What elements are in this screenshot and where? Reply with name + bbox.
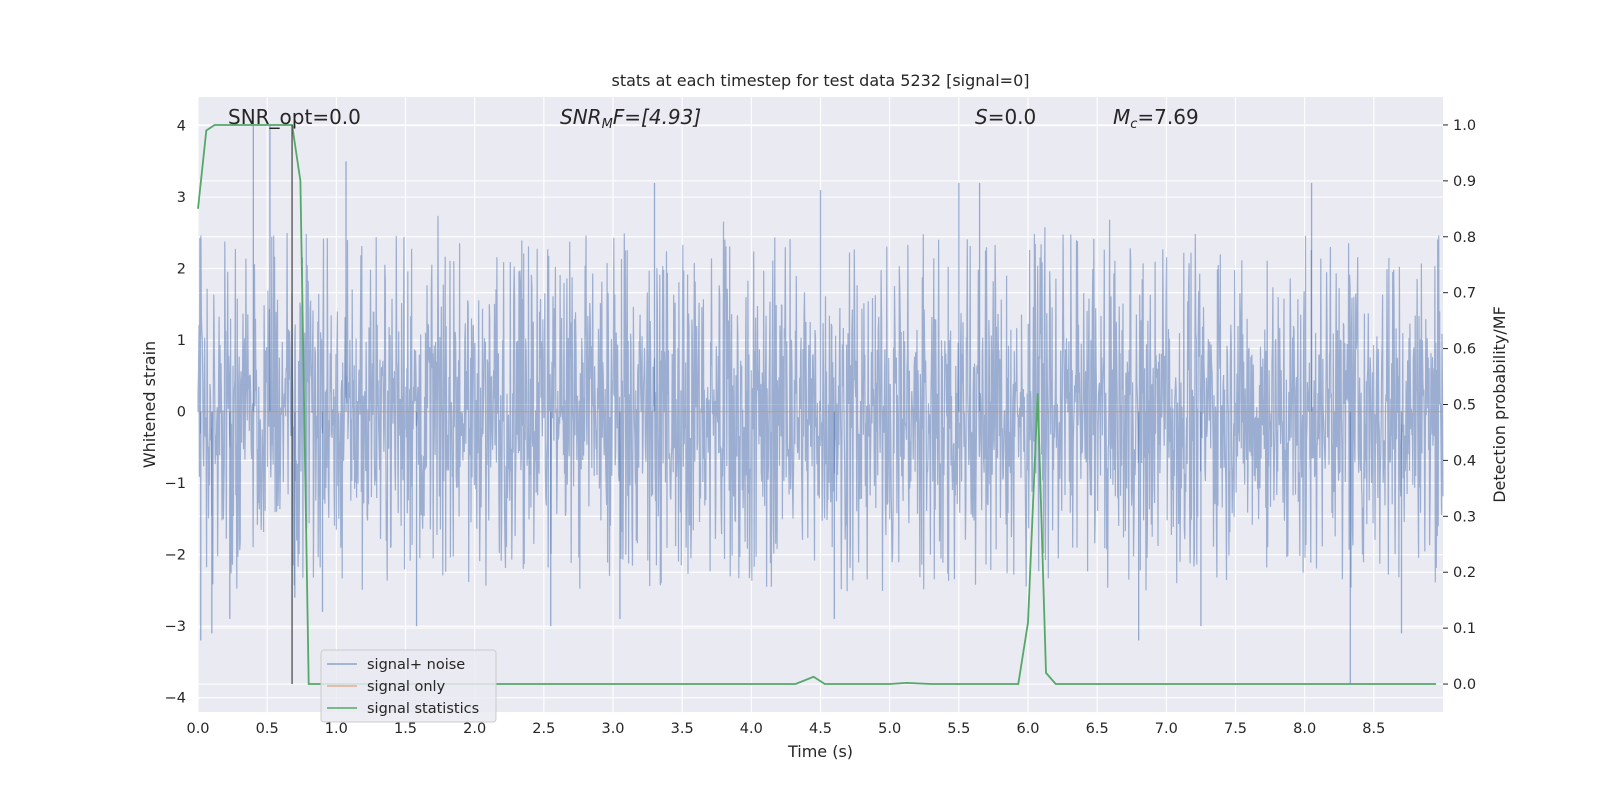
y2-tick-label-3: 0.7	[1453, 286, 1476, 302]
y-tick-label-0: 4	[177, 119, 186, 135]
annotation-s-suffix: =0.0	[988, 105, 1037, 129]
y2-axis-label: Detection probability/MF	[1490, 306, 1509, 503]
legend-label-signal-noise: signal+ noise	[367, 657, 465, 673]
annotation-mc-prefix: M	[1113, 105, 1130, 129]
x-tick-label-2: 1.0	[325, 721, 348, 737]
y2-tick-label-4: 0.6	[1453, 342, 1476, 358]
y2-tick-label-6: 0.4	[1453, 453, 1476, 469]
chart-title: stats at each timestep for test data 523…	[611, 71, 1029, 90]
y2-tick-label-0: 1.0	[1453, 118, 1476, 134]
x-tick-label-5: 2.5	[532, 721, 555, 737]
annotation-s-prefix: S	[975, 105, 988, 129]
y2-tick-label-5: 0.5	[1453, 398, 1476, 414]
x-tick-label-12: 6.0	[1016, 721, 1039, 737]
x-axis-label: Time (s)	[787, 742, 853, 761]
legend-label-signal-only: signal only	[367, 679, 446, 695]
annotation-mc-suffix: =7.69	[1137, 105, 1198, 129]
legend-box	[320, 649, 497, 723]
legend: signal+ noise signal only signal statist…	[320, 649, 497, 723]
y-tick-label-4: 0	[177, 405, 186, 421]
annotation-snr-mf: SNRMF=[4.93]	[560, 105, 701, 132]
x-tick-label-4: 2.0	[463, 721, 486, 737]
y-tick-label-5: −1	[165, 476, 186, 492]
y-tick-label-8: −4	[165, 691, 186, 707]
annotation-snr-opt: SNR_opt=0.0	[228, 105, 361, 129]
x-tick-label-14: 7.0	[1155, 721, 1178, 737]
x-tick-label-1: 0.5	[256, 721, 279, 737]
signal-statistics-line	[197, 124, 1437, 685]
annotation-mc: Mc=7.69	[1113, 105, 1199, 132]
x-tick-label-0: 0.0	[186, 721, 209, 737]
noise-trace	[197, 215, 1444, 592]
annotation-snr-mf-suffix: F=[4.93]	[613, 105, 701, 129]
y-tick-label-6: −2	[165, 548, 186, 564]
y-tick-label-7: −3	[165, 619, 186, 635]
legend-label-signal-statistics: signal statistics	[367, 701, 479, 717]
annotation-snr-mf-sub: M	[602, 117, 613, 132]
series-signal-noise	[197, 125, 1444, 684]
x-tick-label-3: 1.5	[394, 721, 417, 737]
x-tick-label-7: 3.5	[671, 721, 694, 737]
y2-tick-label-2: 0.8	[1453, 230, 1476, 246]
y2-tick-label-7: 0.3	[1453, 509, 1476, 525]
series-signal-statistics	[197, 124, 1437, 685]
axis-ticks: 0.0 0.5 1.0 1.5 2.0 2.5 3.0 3.5 4.0 4.5 5.0 5.5 6.0 6…	[165, 118, 1476, 737]
y2-tick-label-9: 0.1	[1453, 621, 1476, 637]
x-tick-label-8: 4.0	[740, 721, 763, 737]
x-tick-label-6: 3.0	[601, 721, 624, 737]
x-tick-label-9: 4.5	[809, 721, 832, 737]
x-tick-label-17: 8.5	[1362, 721, 1385, 737]
y2-tick-label-8: 0.2	[1453, 565, 1476, 581]
x-tick-label-10: 5.0	[878, 721, 901, 737]
annotation-mc-sub: c	[1130, 117, 1137, 132]
y-tick-label-1: 3	[177, 190, 186, 206]
annotation-snr-mf-prefix: SNR	[560, 105, 602, 129]
y-tick-label-2: 2	[177, 262, 186, 278]
x-tick-label-16: 8.0	[1293, 721, 1316, 737]
y-tick-label-3: 1	[177, 333, 186, 349]
x-tick-label-15: 7.5	[1224, 721, 1247, 737]
x-tick-label-13: 6.5	[1086, 721, 1109, 737]
y2-tick-label-1: 0.9	[1453, 174, 1476, 190]
annotation-s: S=0.0	[975, 105, 1036, 129]
x-tick-label-11: 5.5	[947, 721, 970, 737]
y2-tick-label-10: 0.0	[1453, 677, 1476, 693]
y-axis-label: Whitened strain	[140, 341, 159, 468]
